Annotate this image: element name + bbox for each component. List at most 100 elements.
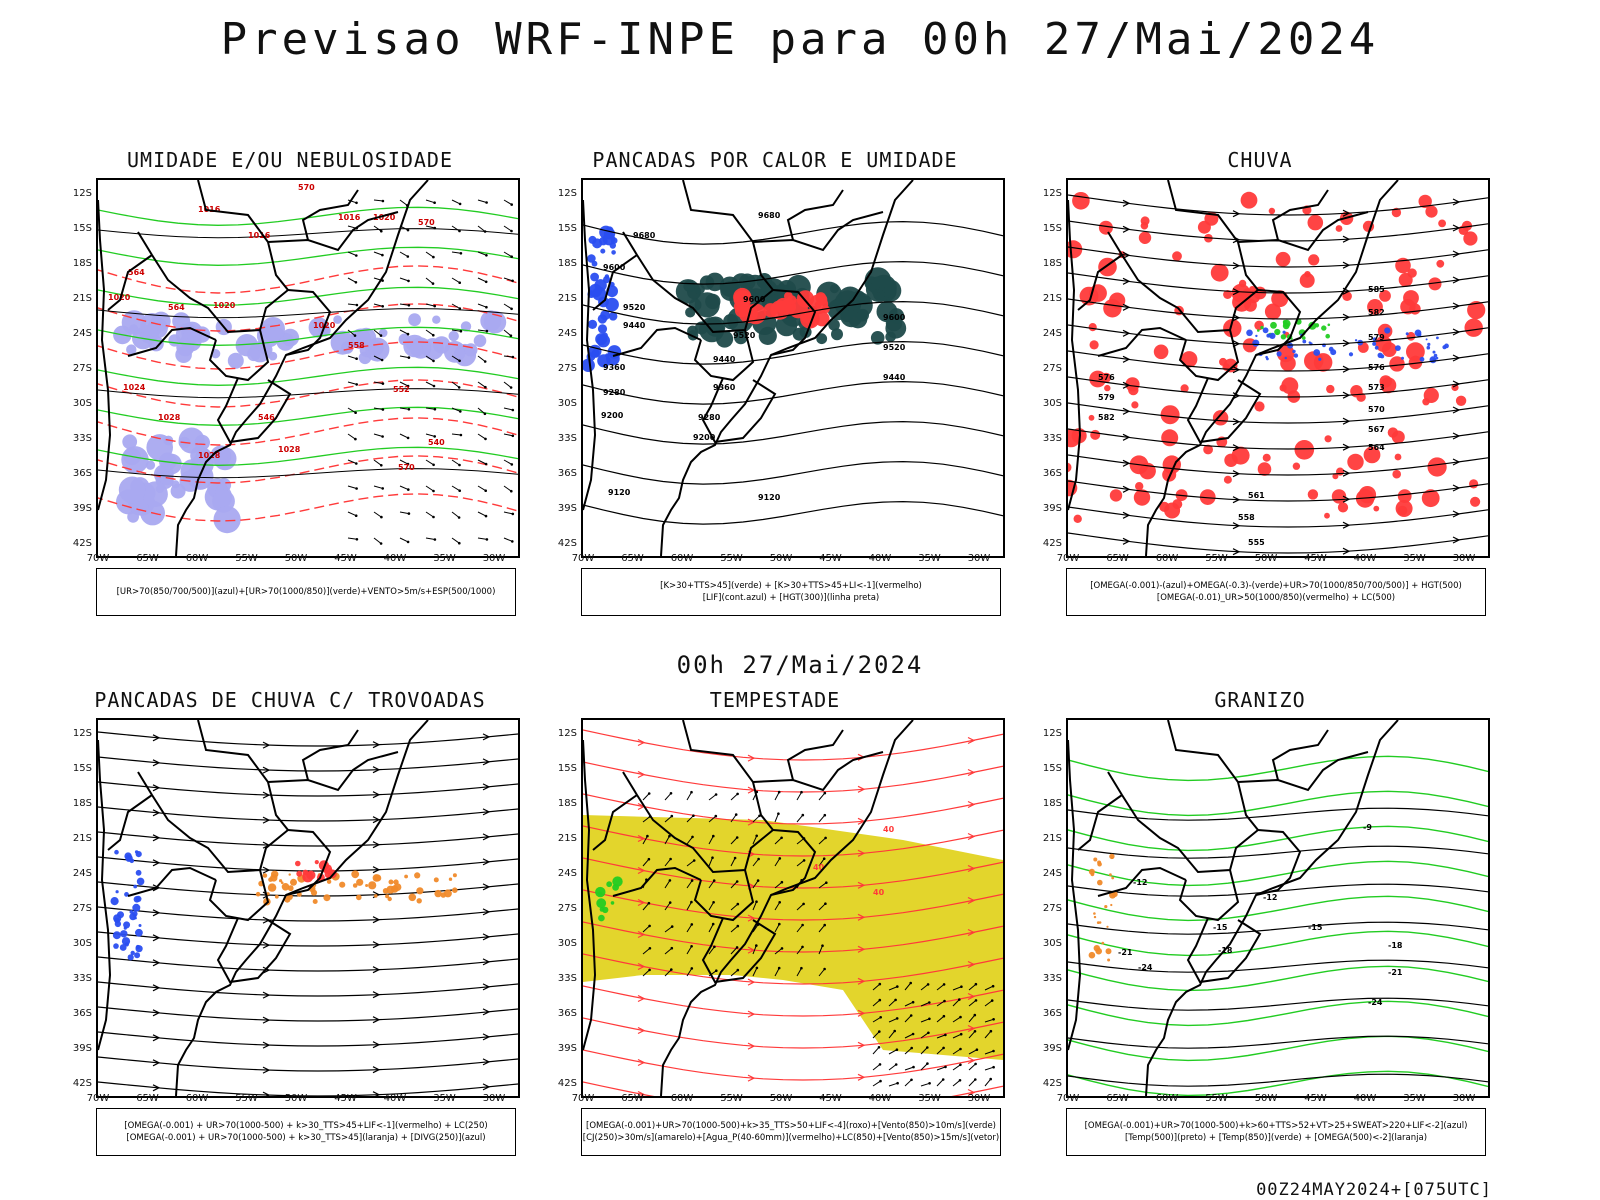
lat-label: 27S (557, 363, 577, 374)
rain-area-red (1335, 225, 1343, 232)
contour-label: -24 (1368, 998, 1383, 1007)
lc250-streamline (98, 781, 518, 797)
lat-label: 24S (72, 328, 92, 339)
vector-head (380, 229, 383, 233)
coastline (1068, 720, 1399, 1096)
country-border (701, 917, 777, 984)
rain-area-red (1104, 384, 1111, 392)
contour-label: 9520 (623, 303, 646, 312)
lon-label: 35W (433, 1093, 456, 1104)
vector-head (407, 304, 411, 307)
omega-blue (1354, 339, 1358, 342)
omega-blue (1302, 339, 1307, 344)
vector-head (407, 279, 410, 283)
convection-li-red (801, 314, 810, 323)
vector-head (459, 433, 463, 437)
contour-label: 40 (873, 888, 885, 897)
stream-arrow (1342, 417, 1351, 425)
wind-vector (373, 225, 382, 232)
wind-vector (503, 407, 513, 411)
stream-arrow (1452, 406, 1461, 414)
omega-green (1276, 332, 1279, 335)
wind850-vector (796, 791, 802, 801)
wind-vector (451, 251, 461, 254)
omega-blue (1377, 352, 1383, 358)
stream-arrow (152, 884, 161, 892)
heat-convection-green (760, 280, 778, 297)
vector-head (735, 880, 739, 883)
temp500-black (1068, 1073, 1488, 1087)
wind850-vector (936, 1066, 946, 1071)
wind850-vector (642, 858, 650, 867)
humidity-area-blue (460, 321, 472, 332)
vector-head (780, 836, 783, 840)
lon-label: 50W (284, 1093, 308, 1104)
vector-head (944, 1065, 947, 1069)
thunder-area-orange (388, 879, 394, 885)
rain-area-red (1223, 290, 1233, 299)
rain-area-red (1072, 192, 1090, 210)
rain-area-red (1090, 429, 1101, 440)
rain-area-red (1428, 277, 1442, 291)
rain-area-red (1373, 505, 1380, 512)
map-frame (96, 718, 520, 1098)
lon-label: 55W (1205, 1093, 1228, 1104)
rain-area-red (1088, 414, 1095, 421)
stream-arrow (152, 759, 161, 767)
stream-arrow (152, 1084, 161, 1092)
humidity-area-blue (122, 434, 138, 450)
panel-pancadas-calor: PANCADAS POR CALOR E UMIDADE 9680 9680 960… (535, 148, 1015, 628)
contour-label: 573 (1368, 383, 1385, 392)
lat-label: 42S (72, 538, 92, 549)
lon-label: 30W (967, 553, 991, 564)
wind-vector (503, 381, 512, 388)
wind-vector (451, 355, 460, 362)
panel-chuva: CHUVA 585 582 579 576 573 570 567 564 561 558 555 5… (1020, 148, 1500, 628)
wind850-vector (888, 986, 898, 991)
lon-label: 50W (769, 1093, 793, 1104)
thunder-area-orange (404, 874, 408, 879)
omega-blue (1292, 349, 1296, 354)
vector-head (692, 814, 695, 817)
temp850-green (1068, 1035, 1488, 1062)
thunder-area-orange (290, 878, 297, 886)
lon-label: 30W (482, 1093, 506, 1104)
wind850-vector (904, 1066, 914, 1071)
wind850-vector (936, 1079, 944, 1087)
vector-head (432, 255, 435, 259)
stream-arrow (372, 1091, 381, 1096)
wind850-vector (888, 1064, 897, 1071)
vector-head (648, 968, 651, 972)
lat-label: 42S (557, 1078, 577, 1089)
contour-label: 1028 (158, 413, 181, 422)
country-border (1097, 866, 1187, 897)
contour-label: 9360 (713, 383, 736, 392)
wind850-vector (904, 982, 912, 991)
lat-label: 15S (72, 223, 92, 234)
omega-green (1321, 325, 1327, 331)
thickness-contour-red (98, 379, 518, 408)
stream-arrow (372, 791, 381, 799)
stream-arrow (857, 881, 866, 889)
wind850-green (598, 914, 605, 922)
wind-vector (425, 459, 434, 466)
wind850-vector (774, 948, 783, 955)
wind850-vector (664, 880, 671, 889)
lat-label: 30S (1042, 398, 1062, 409)
thunder-area-orange (374, 894, 378, 898)
stream-arrow (152, 909, 161, 917)
stream-arrow (1122, 407, 1131, 415)
vector-head (910, 1046, 913, 1050)
stream-arrow (857, 945, 866, 953)
vector-head (912, 1065, 915, 1069)
wind-vector (503, 251, 512, 258)
stream-arrow (152, 809, 161, 817)
humidity-contour-green (98, 446, 518, 466)
vector-head (433, 435, 437, 438)
stream-arrow (1342, 313, 1351, 321)
rain-area-red (1391, 207, 1402, 218)
map-frame: 9680 9680 9600 9520 9440 9360 9280 9200 9120 9600… (581, 178, 1005, 558)
wind-vector (425, 537, 435, 540)
wind850-vector (888, 1082, 898, 1087)
humidity-area-blue (432, 315, 441, 324)
